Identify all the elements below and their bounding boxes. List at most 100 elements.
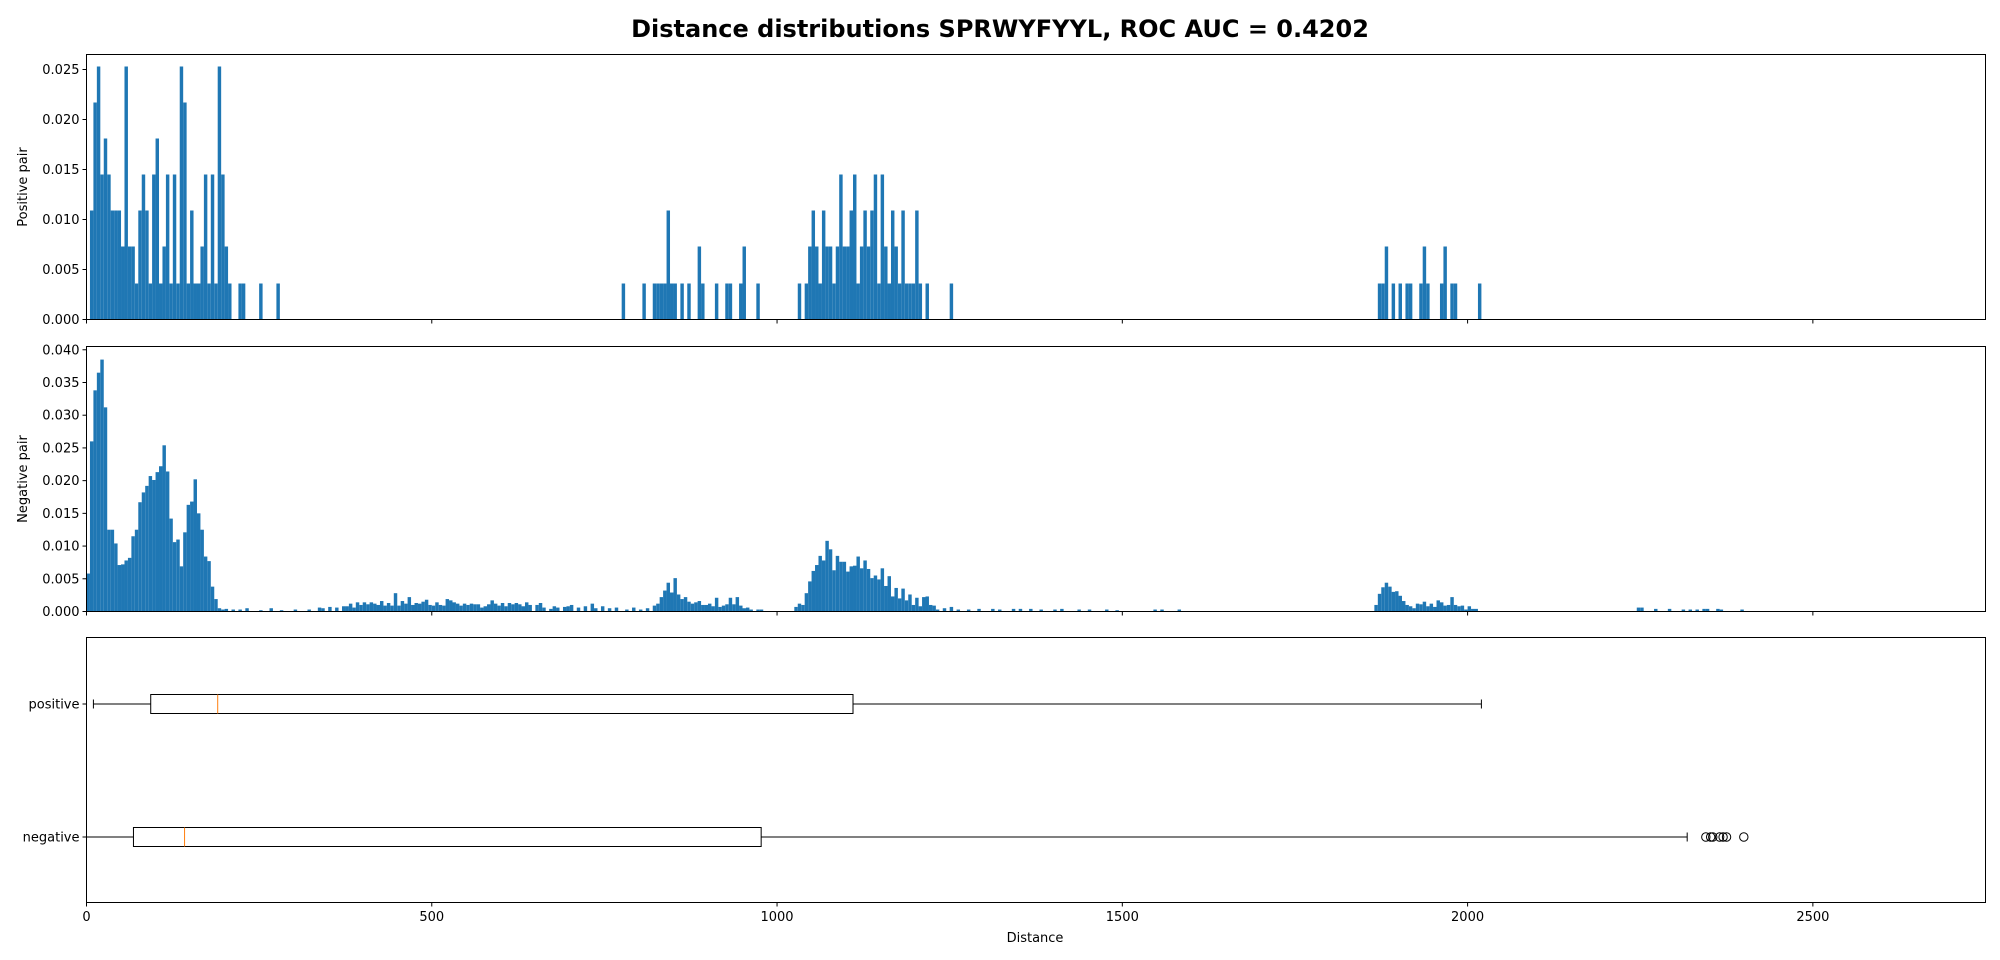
positive-histogram-bar (870, 210, 874, 320)
positive-category-label: positive (29, 698, 80, 713)
negative-histogram-bar (1439, 602, 1444, 612)
positive-histogram-bar (925, 283, 929, 320)
negative-histogram-bar (870, 578, 874, 612)
negative-histogram-bar (583, 606, 588, 612)
negative-histogram-bar (435, 602, 439, 612)
positive-histogram-bar (853, 174, 857, 320)
positive-histogram-bar (176, 283, 180, 320)
positive-histogram-bar (652, 283, 657, 320)
negative-histogram-bar (165, 471, 170, 612)
x-tick-label: 1000 (760, 910, 793, 925)
negative-histogram-bar (93, 390, 97, 612)
negative-histogram-bar (1640, 607, 1644, 612)
positive-histogram-bar (911, 283, 916, 320)
positive-histogram-bar (1384, 246, 1389, 320)
negative-histogram-bar (507, 602, 512, 612)
negative-histogram-bar (794, 606, 798, 612)
negative-histogram-bar (1384, 582, 1389, 612)
negative-histogram-bar (797, 603, 802, 612)
negative-histogram-bar (321, 608, 325, 612)
positive-histogram-frame (86, 54, 1986, 320)
negative-histogram-bar (576, 607, 581, 612)
negative-histogram-bar (114, 543, 118, 612)
negative-histogram-bar (528, 604, 532, 612)
negative-histogram-bar (842, 561, 847, 612)
positive-histogram-bar (828, 246, 833, 320)
negative-histogram-bar (594, 608, 598, 612)
negative-histogram-bar (680, 599, 684, 612)
positive-histogram-bar (821, 210, 826, 320)
positive-histogram-bars (89, 66, 1482, 320)
positive-histogram-bar (877, 283, 881, 320)
positive-histogram-bar (742, 246, 746, 320)
positive-y-tick-label: 0.025 (42, 63, 79, 78)
negative-histogram-bar (452, 602, 456, 612)
negative-histogram-bar (1705, 608, 1710, 612)
negative-outlier (1705, 832, 1716, 842)
negative-histogram-bar (1436, 600, 1440, 612)
positive-histogram-bar (1477, 283, 1482, 320)
negative-histogram-bar (348, 603, 353, 612)
negative-histogram-bar (1381, 587, 1385, 612)
negative-histogram-bar (210, 586, 215, 612)
negative-histogram-bar (269, 608, 273, 612)
negative-outlier (1714, 832, 1725, 842)
negative-histogram-bar (1464, 609, 1468, 612)
negative-histogram-bar (1474, 608, 1478, 612)
negative-histogram-bar (373, 603, 377, 612)
negative-histogram-bar (421, 601, 425, 612)
positive-histogram-bar (1391, 283, 1396, 320)
positive-histogram-bar (866, 246, 871, 320)
negative-histogram-bar (107, 529, 111, 612)
negative-histogram-bar (493, 603, 498, 612)
negative-histogram-bar (134, 529, 139, 612)
negative-histogram-bar (317, 607, 322, 612)
negative-histogram-bar (928, 604, 933, 612)
positive-histogram-bar (207, 283, 211, 320)
positive-histogram-bar (908, 283, 912, 320)
negative-histogram-bar (1388, 586, 1392, 612)
negative-histogram-bar (1636, 607, 1641, 612)
negative-histogram-bar (362, 602, 367, 612)
negative-histogram-bar (169, 518, 173, 612)
negative-histogram-bar (932, 605, 936, 612)
negative-histogram-bar (459, 605, 463, 612)
positive-histogram-bar (138, 210, 142, 320)
negative-box (132, 827, 762, 847)
negative-histogram-bar (711, 606, 715, 612)
negative-outlier (1718, 832, 1728, 842)
positive-histogram-bar (808, 246, 812, 320)
negative-histogram-bar (908, 594, 912, 612)
x-tick-label: 2000 (1451, 910, 1484, 925)
negative-histogram-bar (890, 596, 895, 612)
negative-histogram-bar (1453, 604, 1458, 612)
negative-histogram-bar (687, 601, 691, 612)
negative-histogram-bar (131, 536, 135, 612)
positive-histogram-bar (839, 174, 843, 320)
positive-histogram-bar (107, 174, 111, 320)
negative-histogram-bar (659, 597, 664, 612)
negative-histogram-bar (417, 603, 422, 612)
negative-histogram-bar (383, 605, 387, 612)
negative-histogram-bar (183, 532, 187, 612)
negative-histogram-bar (200, 529, 204, 612)
positive-histogram-bar (100, 174, 104, 320)
negative-histogram-bar (725, 604, 729, 612)
negative-y-tick-label: 0.040 (42, 343, 79, 358)
negative-histogram-bar (815, 565, 819, 612)
positive-histogram-bar (659, 283, 664, 320)
negative-histogram-bar (1429, 603, 1434, 612)
negative-histogram-bar (366, 604, 370, 612)
negative-histogram-bar (1398, 595, 1402, 612)
positive-histogram-bar (141, 174, 146, 320)
negative-histogram-bar (808, 581, 812, 612)
positive-y-tick-label: 0.020 (42, 113, 79, 128)
negative-y-tick-label: 0.020 (42, 474, 79, 489)
negative-histogram-bar (524, 602, 529, 612)
negative-histogram-bar (714, 597, 719, 612)
positive-histogram-bar (859, 246, 864, 320)
positive-histogram-bar (904, 283, 909, 320)
negative-histogram-bar (1377, 593, 1382, 612)
positive-y-tick-label: 0.015 (42, 163, 79, 178)
negative-histogram-bar (1457, 606, 1461, 612)
